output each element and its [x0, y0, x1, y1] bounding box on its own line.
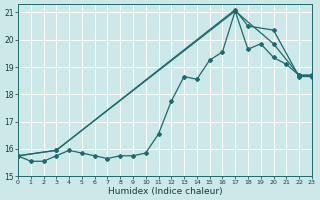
- X-axis label: Humidex (Indice chaleur): Humidex (Indice chaleur): [108, 187, 222, 196]
